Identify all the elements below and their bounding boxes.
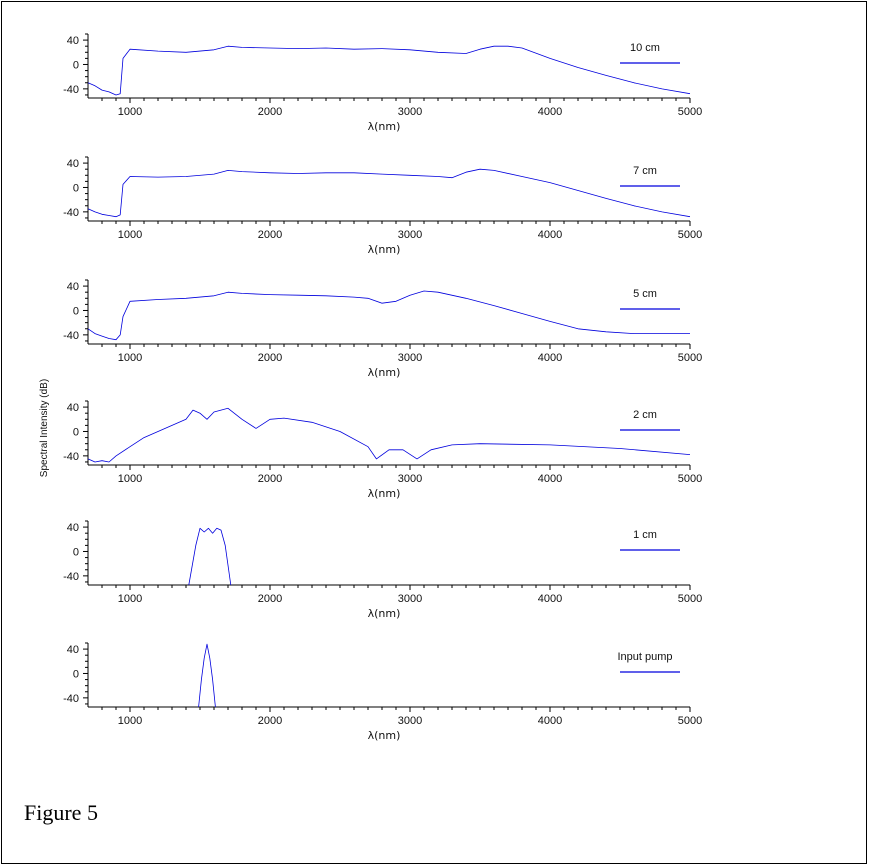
panel-3: 1000 2000 3000 4000 5000 40 0 -40 λ(nm) 5 cm [63, 279, 702, 379]
x-tick-label: 2000 [258, 715, 282, 727]
y-tick-label: -40 [63, 330, 79, 342]
panel-1: 1000 2000 3000 4000 5000 40 0 -40 λ(nm) 10 cm [63, 33, 702, 133]
x-tick-label: 4000 [538, 593, 562, 605]
spectrum-trace [188, 527, 232, 586]
y-axis-label: Spectral Intensity (dB) [39, 379, 50, 477]
spectrum-trace [87, 168, 691, 218]
x-tick-label: 3000 [398, 715, 422, 727]
x-axis-label: λ(nm) [368, 243, 401, 256]
spectrum-trace [87, 45, 691, 96]
x-tick-label: 3000 [398, 352, 422, 364]
x-tick-label: 2000 [258, 229, 282, 241]
x-tick-label: 2000 [258, 593, 282, 605]
y-tick-label: -40 [63, 84, 79, 96]
x-tick-label: 4000 [538, 715, 562, 727]
spectrum-trace [198, 643, 216, 708]
figure-caption: Figure 5 [24, 800, 98, 825]
y-tick-label: -40 [63, 207, 79, 219]
y-tick-label: 0 [73, 182, 79, 194]
y-tick-label: 0 [73, 668, 79, 680]
x-tick-label: 3000 [398, 106, 422, 118]
x-tick-label: 5000 [678, 352, 702, 364]
x-tick-label: 2000 [258, 106, 282, 118]
x-tick-label: 4000 [538, 106, 562, 118]
x-tick-label: 5000 [678, 106, 702, 118]
panel-4: 1000 2000 3000 4000 5000 40 0 -40 λ(nm) 2 cm [63, 400, 702, 500]
legend-label: 7 cm [633, 165, 657, 177]
x-tick-label: 2000 [258, 473, 282, 485]
x-tick-label: 5000 [678, 229, 702, 241]
x-tick-label: 1000 [118, 715, 142, 727]
x-tick-label: 1000 [118, 106, 142, 118]
y-tick-label: 40 [67, 402, 79, 414]
x-tick-label: 1000 [118, 593, 142, 605]
x-axis-label: λ(nm) [368, 120, 401, 133]
legend-label: Input pump [617, 651, 672, 663]
legend-label: 2 cm [633, 409, 657, 421]
x-tick-label: 4000 [538, 473, 562, 485]
y-tick-label: 40 [67, 522, 79, 534]
x-tick-label: 5000 [678, 715, 702, 727]
x-tick-label: 3000 [398, 593, 422, 605]
y-tick-label: 40 [67, 281, 79, 293]
x-tick-label: 5000 [678, 473, 702, 485]
panel-2: 1000 2000 3000 4000 5000 40 0 -40 λ(nm) 7 cm [63, 156, 702, 256]
x-axis-label: λ(nm) [368, 607, 401, 620]
x-tick-label: 4000 [538, 229, 562, 241]
panel-6: 1000 2000 3000 4000 5000 40 0 -40 λ(nm) Input pum… [63, 642, 702, 742]
x-tick-label: 1000 [118, 229, 142, 241]
y-tick-label: 0 [73, 305, 79, 317]
x-tick-label: 3000 [398, 473, 422, 485]
y-tick-label: 40 [67, 158, 79, 170]
y-tick-label: 0 [73, 546, 79, 558]
x-tick-label: 1000 [118, 473, 142, 485]
y-tick-label: -40 [63, 571, 79, 583]
spectrum-trace [87, 407, 691, 463]
y-tick-label: 40 [67, 35, 79, 47]
y-tick-label: -40 [63, 693, 79, 705]
y-tick-label: 0 [73, 59, 79, 71]
y-tick-label: -40 [63, 451, 79, 463]
x-tick-label: 4000 [538, 352, 562, 364]
x-axis-label: λ(nm) [368, 366, 401, 379]
legend-label: 5 cm [633, 288, 657, 300]
x-axis-label: λ(nm) [368, 729, 401, 742]
x-tick-label: 2000 [258, 352, 282, 364]
panel-5: 1000 2000 3000 4000 5000 40 0 -40 λ(nm) 1 cm [63, 520, 702, 620]
legend-label: 10 cm [630, 42, 660, 54]
x-axis-label: λ(nm) [368, 487, 401, 500]
spectrum-trace [87, 290, 690, 341]
x-tick-label: 1000 [118, 352, 142, 364]
y-tick-label: 40 [67, 644, 79, 656]
legend-label: 1 cm [633, 529, 657, 541]
x-tick-label: 3000 [398, 229, 422, 241]
y-tick-label: 0 [73, 426, 79, 438]
x-tick-label: 5000 [678, 593, 702, 605]
